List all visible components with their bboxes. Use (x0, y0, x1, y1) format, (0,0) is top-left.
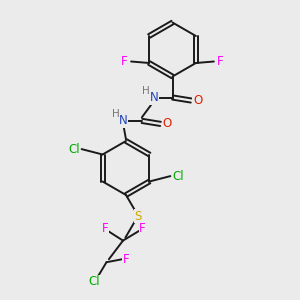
Text: Cl: Cl (172, 169, 184, 183)
Text: F: F (121, 55, 128, 68)
Text: F: F (123, 253, 129, 266)
Text: S: S (134, 209, 142, 223)
Text: F: F (217, 55, 224, 68)
Text: Cl: Cl (89, 275, 100, 288)
Text: H: H (112, 109, 119, 119)
Text: N: N (119, 114, 128, 128)
Text: O: O (163, 117, 172, 130)
Text: F: F (139, 222, 146, 235)
Text: N: N (149, 91, 158, 104)
Text: Cl: Cl (68, 142, 80, 156)
Text: O: O (193, 94, 202, 107)
Text: H: H (142, 86, 150, 96)
Text: F: F (102, 222, 108, 235)
